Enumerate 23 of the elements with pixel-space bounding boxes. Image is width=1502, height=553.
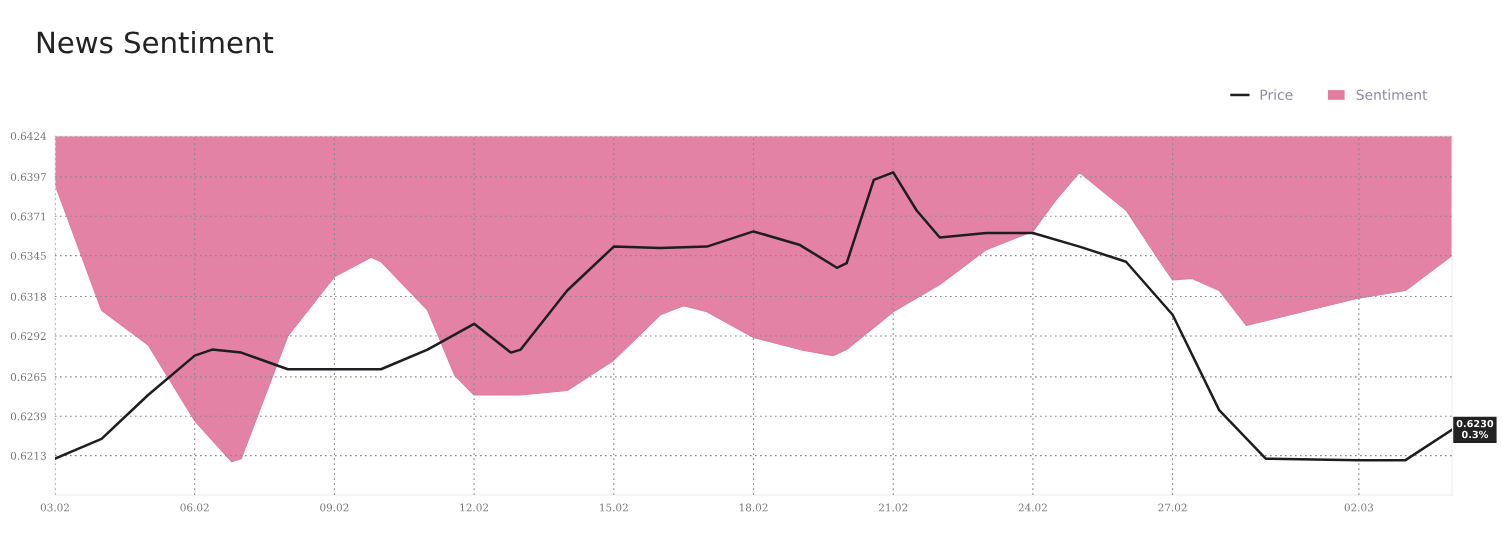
x-tick-label: 24.02 xyxy=(1018,503,1047,512)
x-tick-label: 18.02 xyxy=(739,503,768,512)
x-tick-label: 21.02 xyxy=(879,503,908,512)
legend-label: Price xyxy=(1260,89,1293,101)
x-tick-label: 06.02 xyxy=(180,503,209,512)
y-tick-label: 0.6265 xyxy=(10,373,46,381)
x-tick-label: 15.02 xyxy=(600,503,628,512)
y-tick-label: 0.6424 xyxy=(10,132,47,141)
x-tick-label: 09.02 xyxy=(320,503,349,512)
y-tick-label: 0.6371 xyxy=(10,212,46,221)
chart-title: News Sentiment xyxy=(37,30,274,54)
x-tick-label: 27.02 xyxy=(1158,503,1187,512)
annotation: 0.6230 0.3% xyxy=(1456,419,1494,439)
y-tick-label: 0.6213 xyxy=(10,451,46,460)
legend-label: Sentiment xyxy=(1356,89,1428,101)
x-tick-label: 12.02 xyxy=(460,503,488,512)
y-tick-label: 0.6318 xyxy=(10,292,46,301)
y-tick-label: 0.6292 xyxy=(10,332,46,341)
y-tick-label: 0.6345 xyxy=(10,251,46,260)
y-tick-label: 0.6397 xyxy=(10,173,46,181)
y-tick-label: 0.6239 xyxy=(10,412,46,421)
x-tick-label: 03.02 xyxy=(40,503,69,512)
x-tick-label: 02.03 xyxy=(1344,503,1373,512)
